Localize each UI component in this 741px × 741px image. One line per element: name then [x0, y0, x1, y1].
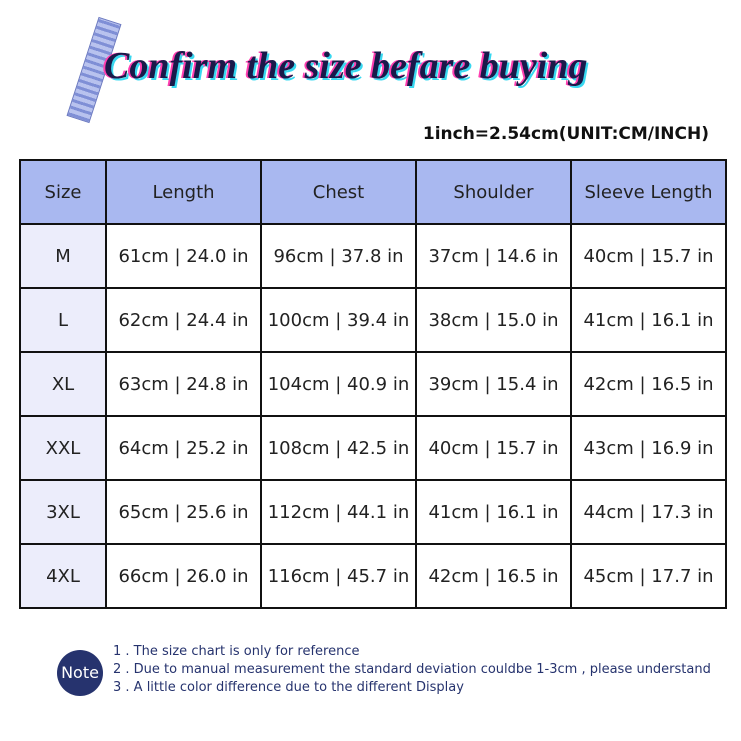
table-row: M 61cm | 24.0 in 96cm | 37.8 in 37cm | 14.6… — [19, 223, 727, 289]
cell: 37cm | 14.6 in — [415, 223, 572, 289]
size-cell: 3XL — [19, 479, 107, 545]
size-cell: L — [19, 287, 107, 353]
note-badge: Note — [57, 650, 103, 696]
table-row: XXL 64cm | 25.2 in 108cm | 42.5 in 40cm | 1… — [19, 415, 727, 481]
cell: 62cm | 24.4 in — [105, 287, 262, 353]
cell: 104cm | 40.9 in — [260, 351, 417, 417]
cell: 61cm | 24.0 in — [105, 223, 262, 289]
note-line: 1 . The size chart is only for reference — [113, 644, 360, 659]
header-cell: Chest — [260, 159, 417, 225]
cell: 100cm | 39.4 in — [260, 287, 417, 353]
cell: 65cm | 25.6 in — [105, 479, 262, 545]
size-cell: XXL — [19, 415, 107, 481]
unit-note: 1inch=2.54cm(UNIT:CM/INCH) — [422, 124, 709, 144]
table-row: 4XL 66cm | 26.0 in 116cm | 45.7 in 42cm | 1… — [19, 543, 727, 609]
size-table: Size Length Chest Shoulder Sleeve Length M 61c… — [19, 159, 727, 609]
cell: 96cm | 37.8 in — [260, 223, 417, 289]
cell: 41cm | 16.1 in — [415, 479, 572, 545]
cell: 39cm | 15.4 in — [415, 351, 572, 417]
cell: 44cm | 17.3 in — [570, 479, 727, 545]
cell: 45cm | 17.7 in — [570, 543, 727, 609]
cell: 42cm | 16.5 in — [570, 351, 727, 417]
cell: 38cm | 15.0 in — [415, 287, 572, 353]
cell: 40cm | 15.7 in — [415, 415, 572, 481]
header-row: Size Length Chest Shoulder Sleeve Length — [19, 159, 727, 225]
cell: 108cm | 42.5 in — [260, 415, 417, 481]
size-cell: 4XL — [19, 543, 107, 609]
header-cell: Shoulder — [415, 159, 572, 225]
title: Confirm the size befare buying — [104, 45, 588, 87]
header-cell: Sleeve Length — [570, 159, 727, 225]
table-row: 3XL 65cm | 25.6 in 112cm | 44.1 in 41cm | 1… — [19, 479, 727, 545]
table-row: L 62cm | 24.4 in 100cm | 39.4 in 38cm | 15.… — [19, 287, 727, 353]
cell: 63cm | 24.8 in — [105, 351, 262, 417]
note-lines: 1 . The size chart is only for reference… — [113, 643, 713, 697]
header-cell: Size — [19, 159, 107, 225]
note-line: 3 . A little color difference due to the… — [113, 680, 464, 695]
table-row: XL 63cm | 24.8 in 104cm | 40.9 in 39cm | 15… — [19, 351, 727, 417]
size-cell: XL — [19, 351, 107, 417]
size-cell: M — [19, 223, 107, 289]
cell: 42cm | 16.5 in — [415, 543, 572, 609]
cell: 41cm | 16.1 in — [570, 287, 727, 353]
note-line: 2 . Due to manual measurement the standa… — [113, 662, 711, 677]
cell: 64cm | 25.2 in — [105, 415, 262, 481]
cell: 116cm | 45.7 in — [260, 543, 417, 609]
cell: 43cm | 16.9 in — [570, 415, 727, 481]
cell: 66cm | 26.0 in — [105, 543, 262, 609]
cell: 40cm | 15.7 in — [570, 223, 727, 289]
header-cell: Length — [105, 159, 262, 225]
cell: 112cm | 44.1 in — [260, 479, 417, 545]
